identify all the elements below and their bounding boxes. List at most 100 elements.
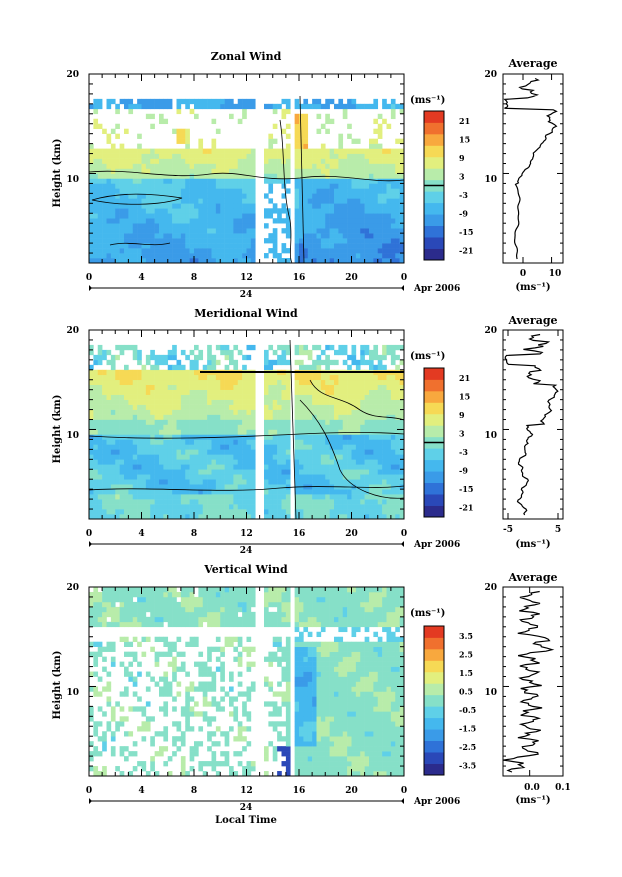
heatmap-cell [321,253,326,258]
heatmap-cell [177,682,182,687]
heatmap-cell [159,410,164,415]
heatmap-cell [177,429,182,434]
heatmap-cell [286,400,291,405]
heatmap-cell [382,405,387,410]
heatmap-cell [378,484,383,489]
heatmap-cell [242,99,247,104]
heatmap-cell [233,248,238,253]
heatmap-cell [238,469,243,474]
heatmap-cell [277,375,282,380]
heatmap-cell [150,188,155,193]
heatmap-cell [325,469,330,474]
heatmap-cell [115,405,120,410]
heatmap-cell [387,173,392,178]
heatmap-cell [168,233,173,238]
heatmap-cell [242,164,247,169]
heatmap-cell [225,474,230,479]
heatmap-cell [133,380,138,385]
heatmap-cell [207,365,212,370]
heatmap-cell [181,129,186,134]
heatmap-cell [120,385,125,390]
heatmap-cell [150,499,155,504]
heatmap-cell [120,198,125,203]
heatmap-cell [216,375,221,380]
heatmap-cell [89,223,94,228]
heatmap-cell [207,159,212,164]
heatmap-cell [247,99,252,104]
heatmap-cell [150,208,155,213]
heatmap-cell [124,691,129,696]
profile-line [505,79,557,260]
heatmap-cell [124,375,129,380]
heatmap-cell [115,701,120,706]
heatmap-cell [207,602,212,607]
heatmap-cell [146,622,151,627]
heatmap-cell [133,415,138,420]
heatmap-cell [203,159,208,164]
heatmap-cell [177,238,182,243]
heatmap-cell [308,504,313,509]
heatmap-cell [343,405,348,410]
heatmap-cell [212,228,217,233]
heatmap-cell [107,464,112,469]
colorbar-tick: 3 [459,172,465,182]
heatmap-cell [369,390,374,395]
heatmap-cell [133,444,138,449]
heatmap-cell [198,169,203,174]
heatmap-cell [286,109,291,114]
heatmap-cell [365,188,370,193]
heatmap-cell [203,415,208,420]
heatmap-cell [181,188,186,193]
heatmap-cell [137,154,142,159]
heatmap-cell [107,233,112,238]
heatmap-cell [334,149,339,154]
heatmap-cell [155,454,160,459]
heatmap-cell [247,154,252,159]
heatmap-cell [303,365,308,370]
heatmap-cell [163,390,168,395]
heatmap-cell [395,243,400,248]
heatmap-cell [181,178,186,183]
heatmap-cell [198,243,203,248]
heatmap-cell [159,691,164,696]
heatmap-cell [137,429,142,434]
heatmap-cell [115,173,120,178]
heatmap-cell [115,159,120,164]
heatmap-cell [150,469,155,474]
heatmap-cell [89,253,94,258]
heatmap-cell [387,380,392,385]
heatmap-cell [282,203,287,208]
heatmap-cell [181,617,186,622]
heatmap-cell [102,622,107,627]
heatmap-cell [207,439,212,444]
heatmap-cell [229,469,234,474]
heatmap-cell [330,223,335,228]
heatmap-cell [225,691,230,696]
heatmap-cell [115,429,120,434]
heatmap-cell [133,464,138,469]
heatmap-cell [111,233,116,238]
heatmap-cell [212,238,217,243]
heatmap-cell [120,489,125,494]
heatmap-cell [312,223,317,228]
heatmap-cell [107,178,112,183]
heatmap-cell [181,134,186,139]
heatmap-cell [238,499,243,504]
heatmap-cell [93,375,98,380]
heatmap-cell [163,489,168,494]
heatmap-cell [120,504,125,509]
heatmap-cell [190,444,195,449]
heatmap-cell [172,504,177,509]
heatmap-cell [194,637,199,642]
heatmap-cell [120,429,125,434]
heatmap-cell [181,761,186,766]
heatmap-cell [120,509,125,514]
heatmap-cell [321,208,326,213]
heatmap-cell [212,454,217,459]
heatmap-cell [387,164,392,169]
heatmap-cell [378,114,383,119]
heatmap-cell [216,390,221,395]
heatmap-cell [325,385,330,390]
heatmap-cell [120,637,125,642]
heatmap-cell [93,370,98,375]
